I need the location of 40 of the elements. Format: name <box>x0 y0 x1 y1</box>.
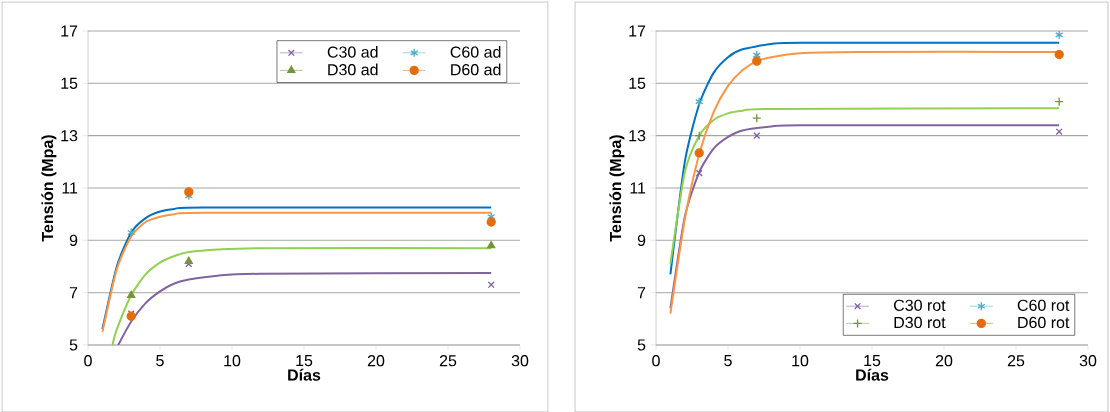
y-tick-label: 13 <box>61 129 78 142</box>
legend-label: D60 ad <box>451 63 501 76</box>
y-tick-label: 9 <box>637 234 646 246</box>
x-axis-title: Días <box>856 368 889 381</box>
legend-label: C60 ad <box>450 45 501 58</box>
legend-label: C30 rot <box>894 299 946 311</box>
x-tick-label: 0 <box>84 354 92 367</box>
legend-label: D30 rot <box>894 316 946 328</box>
y-tick-label: 15 <box>629 77 646 89</box>
x-tick-label: 15 <box>864 354 881 366</box>
x-tick-label: 10 <box>224 354 241 367</box>
y-tick-label: 7 <box>637 286 646 298</box>
y-tick-label: 15 <box>61 77 78 89</box>
y-tick-label: 13 <box>629 129 646 142</box>
x-tick-label: 20 <box>935 354 953 367</box>
x-tick-label: 0 <box>652 354 660 367</box>
x-tick-label: 5 <box>724 354 732 366</box>
x-tick-label: 30 <box>511 354 529 367</box>
x-tick-label: 5 <box>156 354 164 366</box>
x-axis-title: Días <box>288 368 321 381</box>
legend-label: C30 ad <box>327 45 378 58</box>
y-tick-label: 7 <box>69 286 78 298</box>
y-tick-label: 9 <box>69 234 78 246</box>
y-tick-label: 11 <box>630 182 646 194</box>
x-tick-label: 25 <box>1007 354 1025 367</box>
y-tick-label: 5 <box>69 339 78 351</box>
x-tick-label: 20 <box>367 354 385 367</box>
y-tick-label: 5 <box>637 339 646 351</box>
x-tick-label: 25 <box>439 354 457 367</box>
x-tick-label: 30 <box>1079 354 1097 367</box>
legend-label: C60 rot <box>1017 299 1070 311</box>
y-axis-title: Tensión (Mpa) <box>609 134 625 242</box>
x-tick-label: 10 <box>792 354 809 367</box>
x-tick-label: 15 <box>296 354 313 366</box>
legend-label: D60 rot <box>1018 316 1070 328</box>
y-tick-label: 17 <box>629 25 646 37</box>
y-axis-title: Tensión (Mpa) <box>41 134 57 242</box>
y-tick-label: 11 <box>62 182 78 194</box>
legend-label: D30 ad <box>328 63 378 76</box>
y-tick-label: 17 <box>61 25 78 37</box>
